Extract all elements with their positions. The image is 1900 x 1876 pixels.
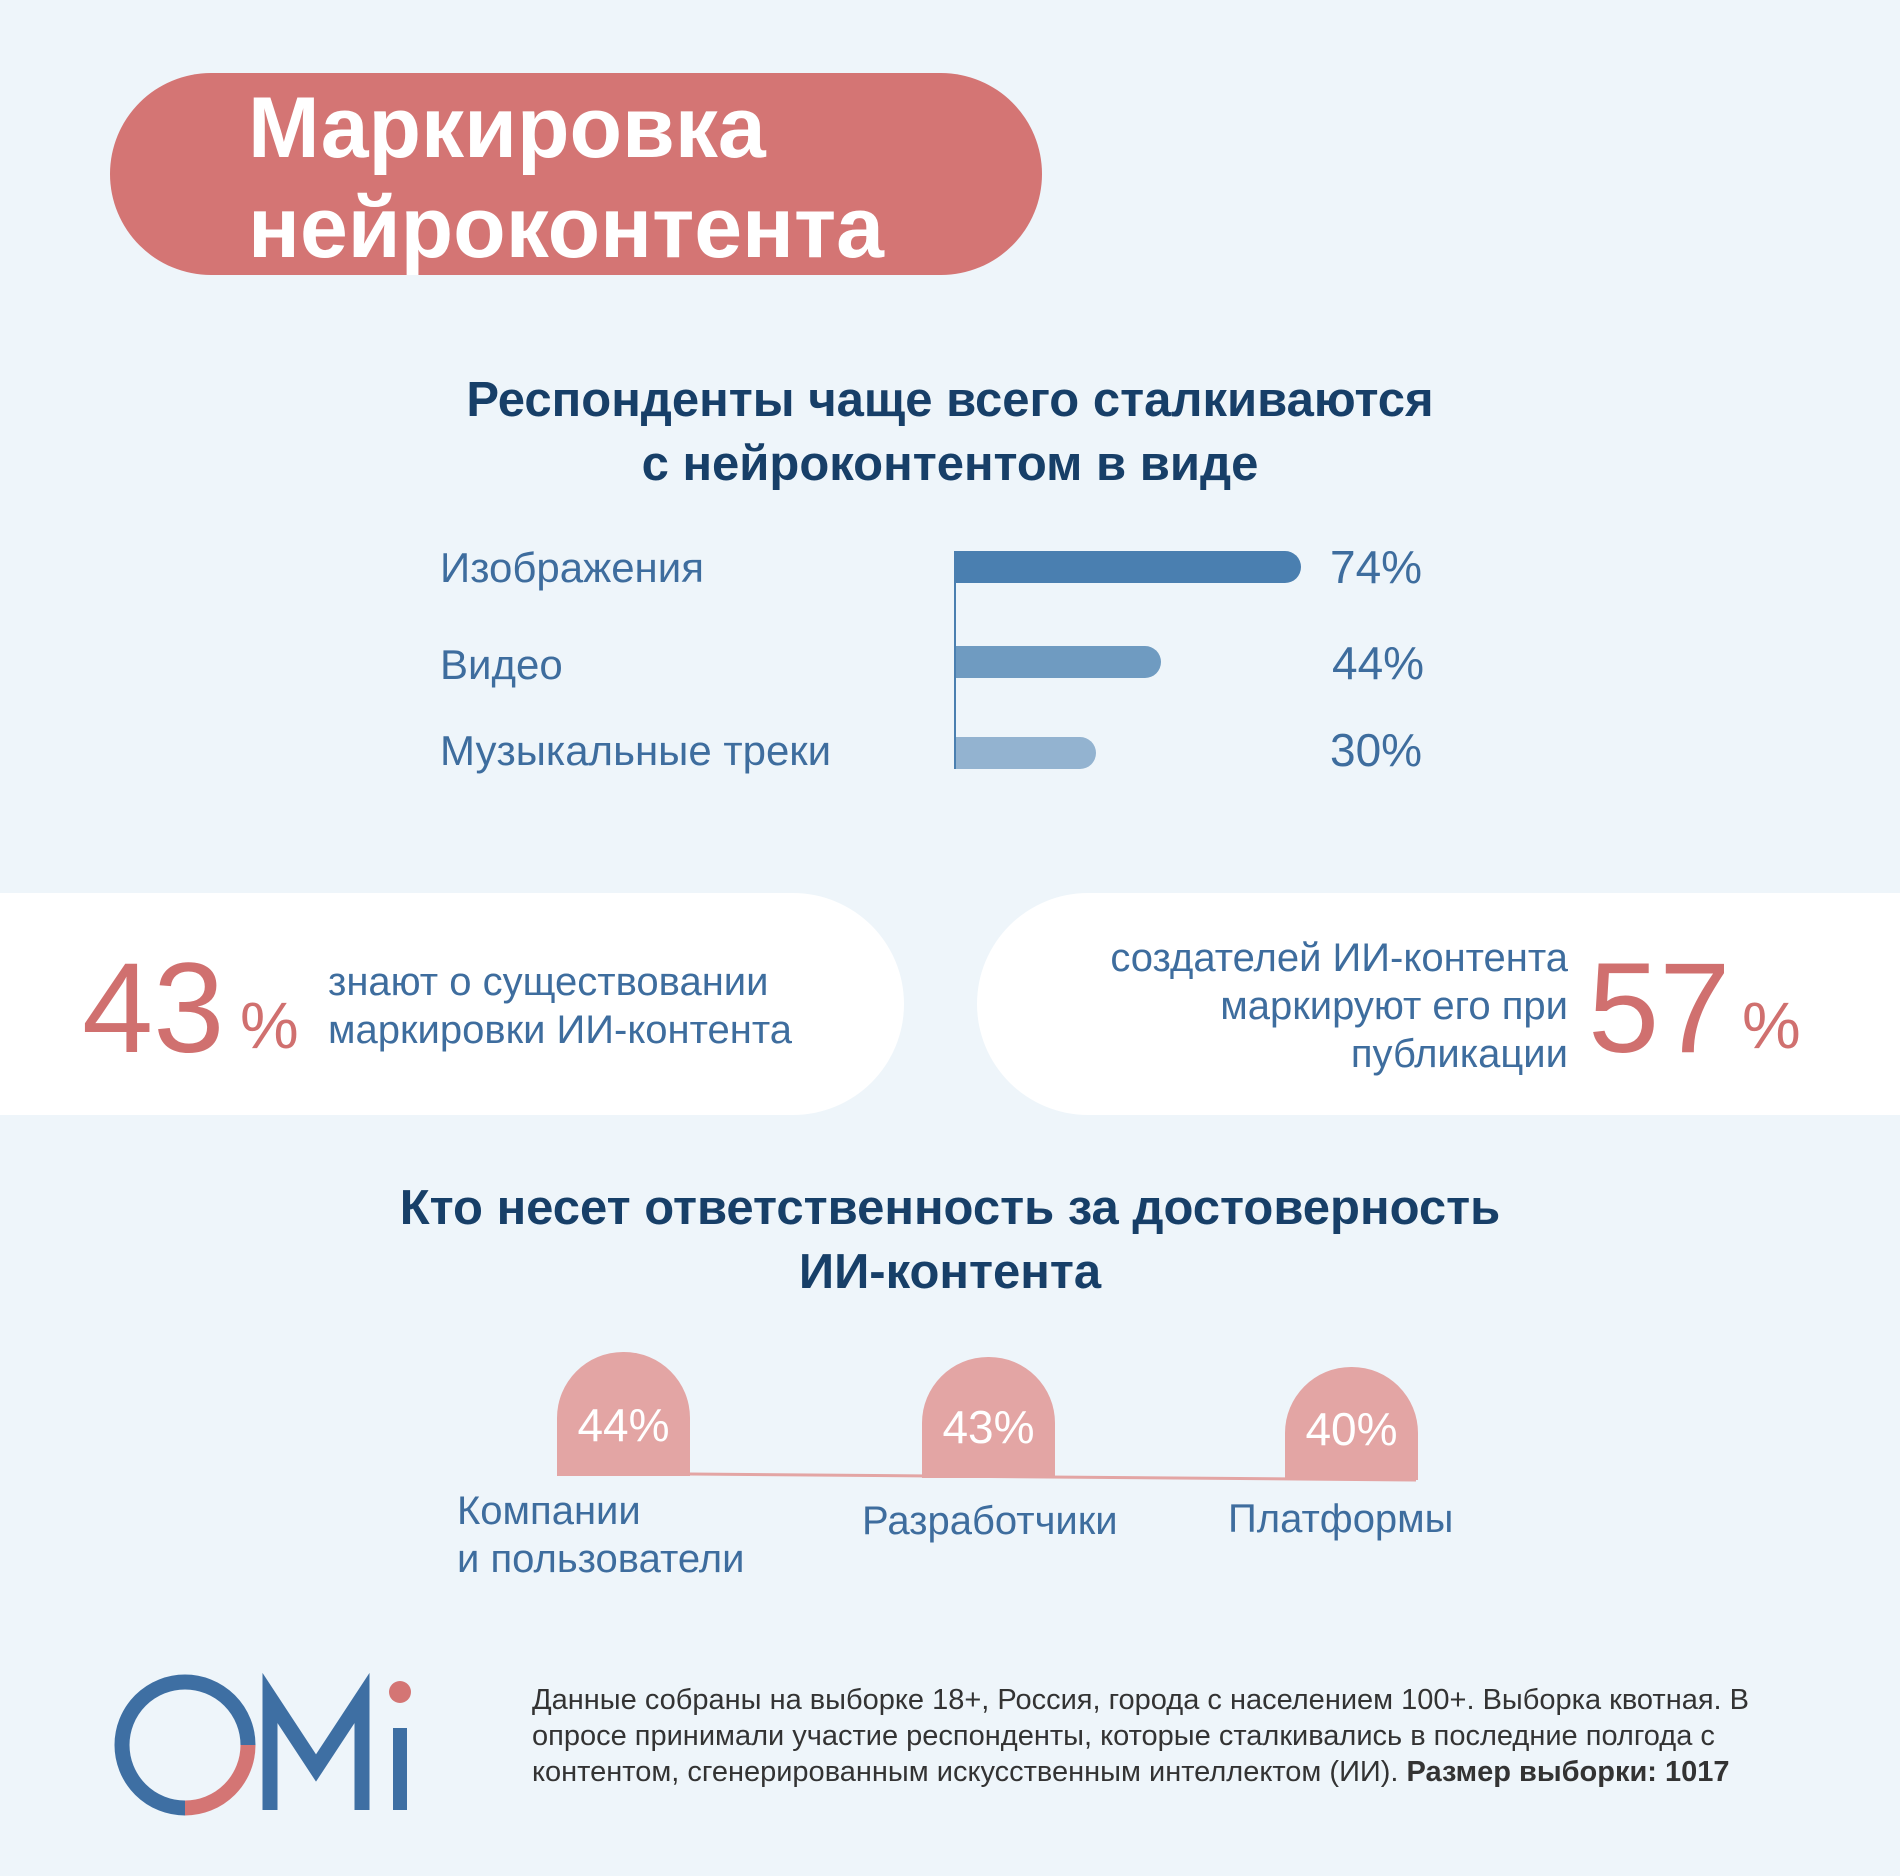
awareness-card	[0, 893, 904, 1115]
arch-category-label: Разработчики	[862, 1499, 1118, 1543]
omi-logo	[114, 1672, 411, 1816]
footer-sample-size: Размер выборки: 1017	[1406, 1756, 1730, 1788]
bar-category-label: Видео	[440, 641, 563, 688]
bar-category-label: Музыкальные треки	[440, 727, 832, 774]
section-heading-content-types: Респонденты чаще всего сталкиваются с не…	[466, 373, 1434, 491]
title-pill	[110, 73, 1042, 275]
bar-value-label: 44%	[1332, 637, 1425, 689]
bar-axis-line	[954, 551, 956, 769]
footer-note-text: Данные собраны на выборке 18+, Россия, г…	[532, 1684, 1749, 1788]
awareness-text: знают о существовании маркировки ИИ-конт…	[328, 960, 792, 1052]
arch-category-label: Платформы	[1228, 1497, 1454, 1541]
awareness-percent-sign: %	[240, 988, 299, 1062]
arch-bar-mark	[557, 1352, 690, 1476]
arch-value-label: 44%	[577, 1399, 670, 1451]
bar-category-label: Изображения	[440, 544, 704, 591]
bar-mark	[956, 646, 1162, 678]
content-type-bar-chart: Изображения 74% Видео 44% Музыкальные треки 3…	[0, 0, 1900, 800]
arch-value-label: 43%	[942, 1401, 1035, 1453]
section-heading-responsibility: Кто несет ответственность за достовернос…	[399, 1181, 1501, 1299]
labeling-card	[977, 893, 1900, 1115]
page-title: Маркировка нейроконтента	[248, 80, 884, 276]
arch-category-label: Компании и пользователи	[457, 1489, 745, 1581]
labeling-text: создателей ИИ-контента маркируют его при…	[1110, 936, 1568, 1076]
arch-value-label: 40%	[1305, 1403, 1398, 1455]
bar-mark	[956, 737, 1096, 769]
bar-value-label: 74%	[1330, 541, 1423, 593]
awareness-percent-number: 43	[82, 937, 225, 1080]
responsibility-chart: 44% Компании и пользователи 43% Разработчик…	[457, 1352, 1454, 1581]
footer-note: Данные собраны на выборке 18+, Россия, г…	[532, 1682, 1752, 1790]
arch-bar-mark	[922, 1356, 1055, 1478]
arch-bar-mark	[1285, 1367, 1418, 1480]
labeling-percent-sign: %	[1742, 988, 1801, 1062]
bar-mark	[956, 551, 1301, 583]
bar-value-label: 30%	[1330, 724, 1423, 776]
labeling-percent-number: 57	[1588, 937, 1731, 1080]
